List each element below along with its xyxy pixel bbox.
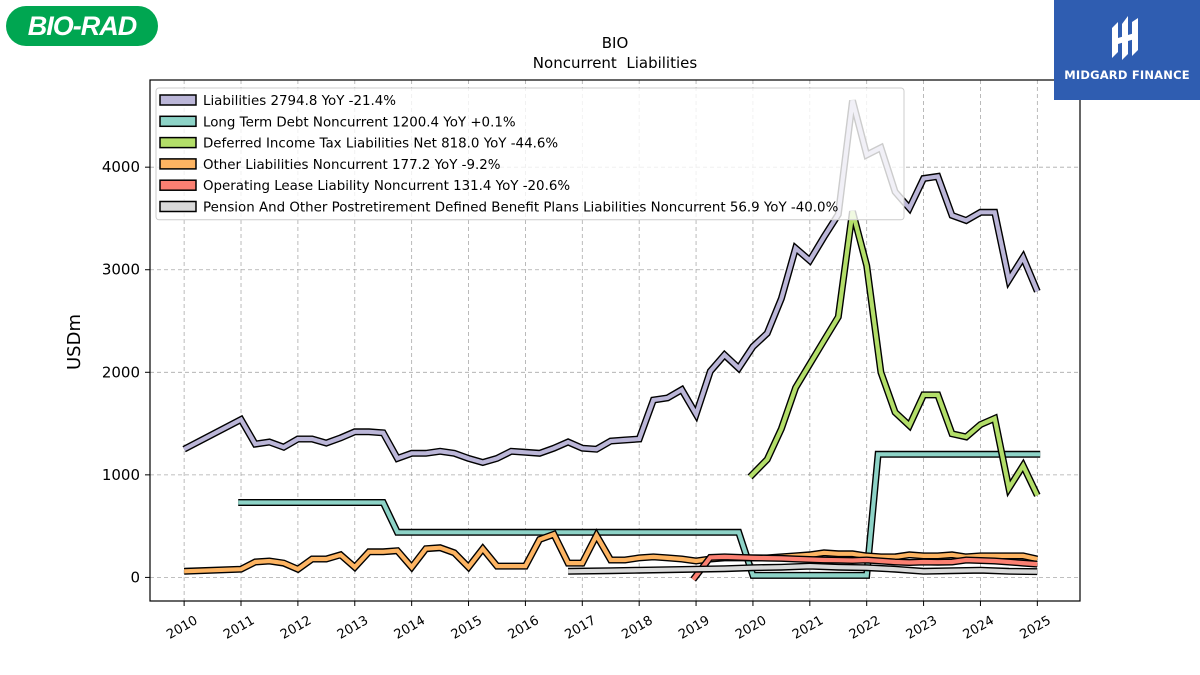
series-other-liabilities-noncurrent [183, 528, 1039, 575]
legend-swatch [159, 200, 197, 213]
legend-label: Other Liabilities Noncurrent 177.2 YoY -… [203, 158, 501, 173]
chart-subtitle: Noncurrent Liabilities [533, 54, 698, 72]
series-line [748, 210, 1040, 497]
x-tick-label: 2012 [278, 613, 314, 643]
legend-swatch [159, 179, 197, 191]
x-tick-label: 2013 [335, 613, 371, 643]
x-tick-label: 2016 [506, 613, 542, 643]
y-tick-label: 1000 [102, 466, 140, 484]
x-tick-label: 2018 [619, 613, 655, 643]
y-axis-label: USDm [64, 314, 85, 370]
midgard-mark-icon [1112, 16, 1138, 60]
legend-label: Deferred Income Tax Liabilities Net 818.… [203, 137, 558, 152]
series-line [691, 554, 1038, 581]
y-tick-label: 2000 [102, 363, 140, 381]
series-line [238, 452, 1041, 578]
legend-label: Long Term Debt Noncurrent 1200.4 YoY +0.… [203, 115, 516, 130]
x-tick-label: 2017 [562, 613, 598, 643]
x-tick-label: 2020 [733, 613, 769, 643]
legend-swatch [159, 158, 197, 170]
legend: Liabilities 2794.8 YoY -21.4% Long Term D… [155, 87, 905, 221]
x-tick-label: 2022 [847, 613, 883, 643]
bio-rad-logo: BIO-RAD [6, 6, 158, 46]
legend-swatch [159, 115, 197, 128]
midgard-finance-name: MIDGARD FINANCE [1064, 68, 1190, 82]
x-tick-label: 2010 [164, 613, 200, 643]
plot-frame [149, 79, 1081, 602]
series-line [568, 563, 1038, 574]
series-line [184, 531, 1038, 574]
legend-box [155, 87, 905, 221]
x-tick-label: 2019 [676, 613, 712, 643]
y-tick-label: 3000 [102, 261, 140, 279]
chart-title: BIO [602, 34, 629, 52]
x-tick-label: 2023 [904, 613, 940, 643]
series-pension-and-other-postretirement-defined-benefit-plans-liabilities-noncurrent [568, 562, 1038, 576]
x-tick-label: 2011 [221, 613, 257, 643]
x-tick-label: 2015 [449, 613, 485, 643]
midgard-finance-logo: MIDGARD FINANCE [1054, 0, 1200, 100]
x-tick-label: 2024 [961, 613, 997, 643]
y-tick-label: 4000 [102, 158, 140, 176]
x-tick-label: 2025 [1018, 613, 1054, 643]
legend-label: Operating Lease Liability Noncurrent 131… [203, 179, 570, 194]
legend-swatch [159, 136, 197, 149]
x-tick-label: 2021 [790, 613, 826, 643]
legend-label: Pension And Other Postretirement Defined… [203, 201, 838, 216]
series-long-term-debt-noncurrent [238, 450, 1041, 579]
series-operating-lease-liability-noncurrent [690, 553, 1038, 582]
legend-swatch [159, 94, 197, 106]
x-tick-label: 2014 [392, 613, 428, 643]
y-tick-label: 0 [130, 568, 140, 586]
legend-label: Liabilities 2794.8 YoY -21.4% [203, 94, 396, 109]
series-deferred-income-tax-liabilities-net [747, 210, 1041, 498]
